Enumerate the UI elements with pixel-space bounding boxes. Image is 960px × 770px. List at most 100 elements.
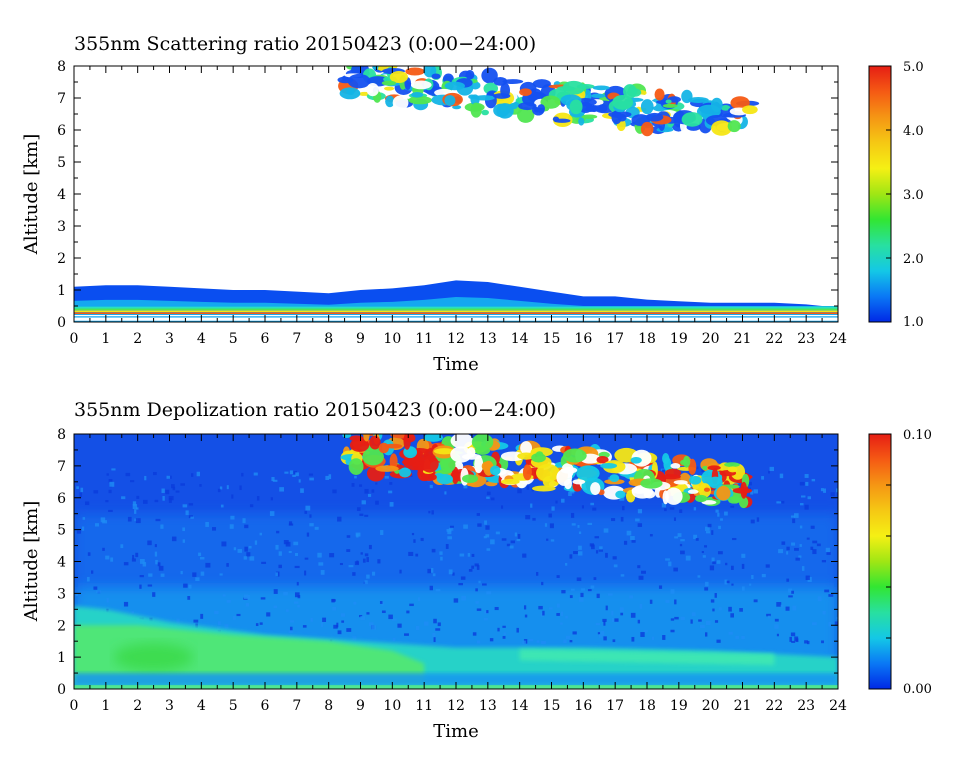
panel2-noise-cell [435, 589, 441, 592]
panel2-noise-cell [463, 483, 468, 489]
panel2-noise-cell [285, 609, 289, 612]
panel1-xtick-label: 2 [133, 331, 142, 347]
panel2-plot-area [74, 434, 838, 689]
panel2-noise-cell [560, 611, 564, 617]
panel2-noise-cell [295, 472, 299, 477]
panel2-cloud-cell [420, 455, 439, 473]
panel1-cloud-cell [431, 73, 441, 80]
panel2-noise-cell [786, 546, 790, 551]
panel2-noise-cell [705, 632, 708, 637]
panel2-noise-cell [631, 540, 636, 543]
panel2-noise-cell [509, 545, 514, 549]
panel2-noise-cell [580, 592, 584, 598]
panel1-cloud-cell [473, 95, 495, 101]
panel1-xtick-label: 24 [829, 331, 847, 347]
panel2-noise-cell [448, 527, 454, 531]
panel1-xtick-label: 21 [734, 331, 752, 347]
panel1-cloud-cell [408, 96, 433, 105]
panel2-noise-cell [351, 483, 355, 487]
panel1-cloud-cell [681, 89, 693, 104]
panel2-noise-cell [709, 565, 715, 571]
panel2-noise-cell [289, 470, 294, 475]
panel2-noise-cell [220, 504, 224, 508]
panel2-noise-cell [576, 577, 582, 582]
panel2-ytick-label: 1 [57, 650, 66, 666]
panel2-noise-cell [702, 555, 706, 558]
panel2-noise-cell [134, 509, 137, 514]
panel2-noise-cell [560, 622, 563, 625]
panel1-cloud-cell [470, 102, 482, 118]
panel2-noise-cell [603, 636, 607, 641]
panel2-noise-cell [154, 551, 158, 557]
panel2-xtick-label: 10 [383, 698, 401, 714]
panel2-noise-cell [732, 537, 737, 541]
panel2-cloud-cell [590, 482, 601, 495]
panel2-noise-cell [317, 552, 322, 558]
panel2-noise-cell [381, 602, 384, 606]
panel2-noise-cell [459, 553, 465, 557]
panel1-cloud-cell [444, 95, 456, 106]
panel2-noise-cell [639, 603, 643, 609]
panel1-cloud-cell [662, 103, 678, 108]
panel2-noise-cell [612, 639, 616, 643]
panel2-noise-cell [217, 488, 221, 493]
panel2-ytick-label: 3 [57, 586, 66, 602]
panel2-noise-cell [638, 575, 644, 580]
panel2-noise-cell [81, 526, 85, 531]
panel2-noise-cell [246, 552, 251, 557]
panel1-xtick-label: 10 [383, 331, 401, 347]
panel2-noise-cell [568, 491, 572, 497]
panel2-noise-cell [828, 594, 834, 597]
panel2-noise-cell [461, 595, 466, 601]
panel2-noise-cell [253, 472, 258, 476]
panel2-xtick-label: 8 [324, 698, 333, 714]
panel2-noise-cell [445, 543, 449, 549]
panel2-noise-cell [662, 469, 667, 472]
panel2-noise-cell [271, 476, 275, 482]
panel2-noise-cell [490, 497, 495, 501]
panel2-ytick-label: 2 [57, 618, 66, 634]
panel2-noise-cell [484, 520, 488, 525]
panel2-noise-cell [243, 594, 249, 600]
panel2-noise-cell [160, 524, 164, 529]
panel2-noise-cell [679, 509, 683, 513]
panel2-noise-cell [587, 522, 593, 526]
panel2-noise-cell [693, 507, 697, 511]
scattering-ratio-panel: 355nm Scattering ratio 20150423 (0:00−24… [21, 33, 924, 375]
panel2-noise-cell [105, 500, 109, 503]
panel1-cloud-cell [517, 107, 535, 123]
panel2-noise-cell [637, 565, 641, 569]
panel2-noise-cell [569, 554, 573, 559]
panel2-noise-cell [266, 612, 271, 617]
panel2-noise-cell [340, 613, 346, 617]
panel2-noise-cell [730, 565, 734, 570]
panel2-noise-cell [472, 632, 477, 636]
panel2-noise-cell [364, 514, 369, 517]
panel2-noise-cell [171, 536, 177, 542]
panel2-noise-cell [774, 618, 779, 622]
panel2-cloud-cell [600, 462, 618, 469]
panel2-noise-cell [673, 567, 678, 572]
panel2-noise-cell [603, 620, 606, 626]
panel2-noise-cell [489, 638, 494, 642]
panel2-noise-cell [448, 569, 453, 575]
panel2-noise-cell [476, 640, 481, 644]
panel2-noise-cell [565, 615, 568, 619]
panel2-cloud-cell [703, 487, 711, 492]
panel2-noise-cell [605, 605, 608, 611]
panel2-noise-cell [259, 532, 263, 536]
panel2-noise-cell [522, 640, 526, 645]
panel2-xtick-label: 6 [261, 698, 270, 714]
panel2-noise-cell [587, 589, 592, 592]
panel2-noise-cell [154, 544, 157, 548]
panel2-noise-cell [691, 612, 696, 617]
panel2-noise-cell [175, 490, 180, 493]
panel2-noise-cell [364, 553, 369, 557]
panel2-noise-cell [276, 530, 280, 534]
panel2-cloud-cell [363, 434, 370, 442]
panel2-noise-cell [705, 620, 711, 626]
panel2-noise-cell [432, 573, 436, 577]
panel2-noise-cell [626, 530, 632, 536]
panel2-noise-cell [544, 523, 548, 527]
